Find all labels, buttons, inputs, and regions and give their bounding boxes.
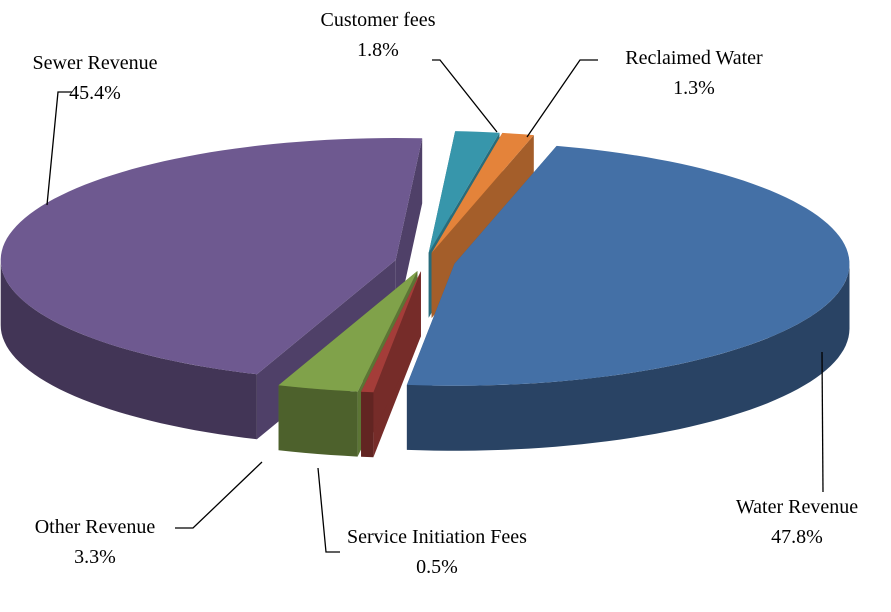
label-name: Other Revenue [34, 516, 156, 538]
leader-line [317, 467, 340, 553]
label-percent: 0.5% [416, 556, 458, 578]
slice-outer-wall [406, 263, 850, 451]
slice-top [431, 132, 534, 253]
leader-line [526, 59, 598, 138]
leader-line [175, 461, 263, 529]
label-name: Sewer Revenue [32, 52, 158, 74]
data-label: Service Initiation Fees 0.5% [337, 522, 537, 582]
label-name: Service Initiation Fees [347, 526, 527, 548]
label-percent: 47.8% [771, 526, 823, 548]
slice-top [428, 131, 500, 253]
label-name: Customer fees [320, 9, 436, 31]
slice [361, 271, 421, 458]
leader-line [821, 351, 824, 493]
slice [406, 145, 850, 451]
leader-line [432, 59, 498, 133]
slice-top [406, 145, 850, 386]
slice-top [278, 271, 418, 392]
label-percent: 3.3% [74, 546, 116, 568]
data-label: Customer fees 1.8% [278, 5, 478, 65]
slice-radial-wall [395, 138, 423, 325]
slice-outer-wall [278, 385, 358, 457]
slice-top [361, 271, 421, 393]
slice-outer-wall [361, 391, 374, 458]
label-name: Water Revenue [735, 496, 859, 518]
slice-top [0, 138, 423, 375]
data-label: Reclaimed Water 1.3% [594, 43, 794, 103]
label-percent: 45.4% [69, 82, 121, 104]
data-label: Other Revenue 3.3% [0, 512, 195, 572]
label-percent: 1.8% [357, 39, 399, 61]
data-label: Sewer Revenue 45.4% [0, 48, 195, 108]
data-label: Water Revenue 47.8% [697, 492, 891, 552]
slices [0, 131, 850, 458]
label-name: Reclaimed Water [625, 47, 763, 69]
slice-outer-wall [0, 260, 257, 440]
leader-line [46, 91, 72, 206]
slice-radial-wall [361, 271, 421, 457]
leader-lines [46, 59, 824, 553]
label-percent: 1.3% [673, 77, 715, 99]
